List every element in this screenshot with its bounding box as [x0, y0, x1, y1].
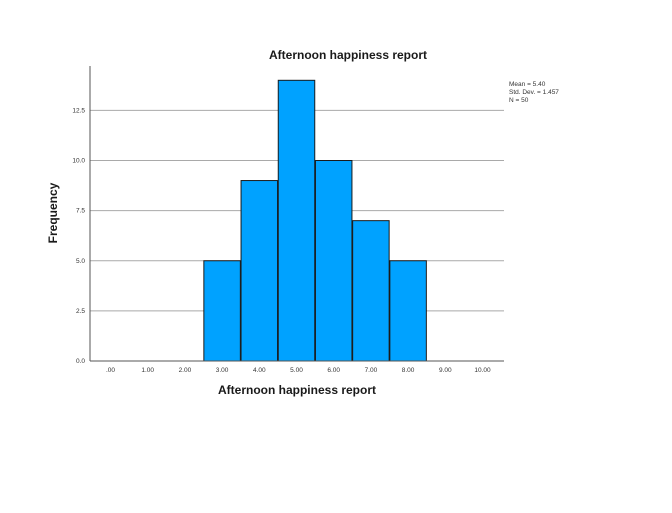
x-tick-label: 10.00	[474, 367, 491, 374]
x-tick-label: 3.00	[216, 367, 229, 374]
x-tick-label: 8.00	[402, 367, 415, 374]
x-tick-label: 2.00	[179, 367, 192, 374]
x-tick-label: 7.00	[365, 367, 378, 374]
y-axis-title: Frequency	[46, 182, 60, 243]
x-tick-label: 5.00	[290, 367, 303, 374]
histogram-bar	[314, 160, 353, 362]
stat-n: N = 50	[509, 97, 529, 104]
x-tick-labels: .00 1.00 2.00 3.00 4.00 5.00 6.00 7.00 8.00 9.00 1…	[106, 367, 491, 374]
y-tick-label: 12.5	[72, 107, 85, 114]
stats-box: Mean = 5.40 Std. Dev. = 1.457 N = 50	[509, 81, 559, 104]
stat-std-dev: Std. Dev. = 1.457	[509, 89, 559, 96]
y-tick-label: 5.0	[76, 258, 85, 265]
stat-mean: Mean = 5.40	[509, 81, 546, 88]
x-tick-label: 1.00	[141, 367, 154, 374]
histogram-bar	[203, 260, 241, 362]
y-tick-label: 0.0	[76, 358, 85, 365]
x-tick-label: 4.00	[253, 367, 266, 374]
x-tick-label: .00	[106, 367, 115, 374]
y-tick-label: 10.0	[72, 158, 85, 165]
y-tick-label: 7.5	[76, 208, 85, 215]
x-tick-label: 6.00	[327, 367, 340, 374]
histogram-bar	[352, 220, 390, 362]
x-axis-title: Afternoon happiness report	[218, 383, 376, 397]
y-tick-label: 2.5	[76, 308, 85, 315]
x-tick-label: 9.00	[439, 367, 452, 374]
y-tick-labels: 0.0 2.5 5.0 7.5 10.0 12.5	[72, 107, 85, 365]
histogram-bar	[240, 180, 279, 362]
bars	[203, 79, 427, 362]
histogram-bar	[277, 79, 316, 362]
histogram-bar	[389, 260, 427, 362]
chart-title: Afternoon happiness report	[269, 48, 427, 62]
